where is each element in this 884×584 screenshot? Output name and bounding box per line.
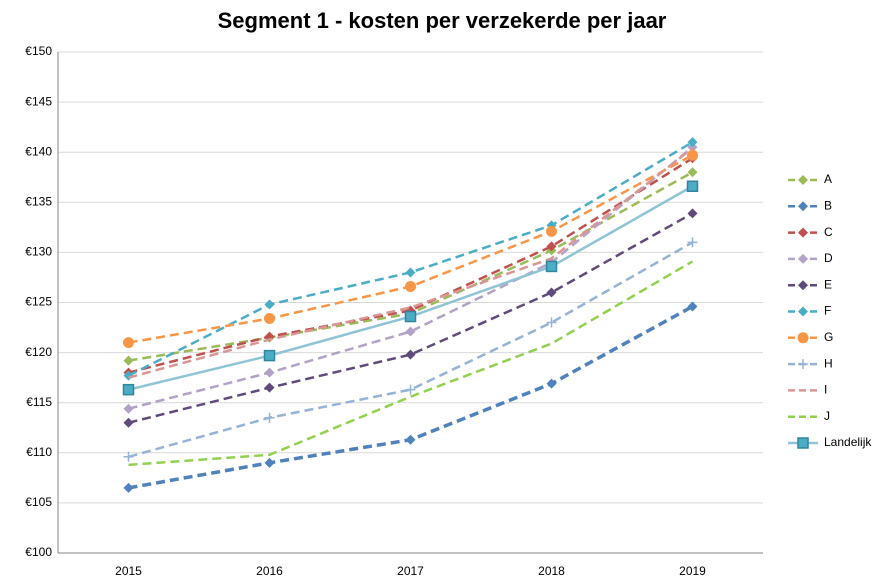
data-point: [409, 395, 413, 399]
data-point: [405, 384, 416, 395]
legend-label: H: [824, 356, 833, 370]
legend-marker: [798, 306, 808, 317]
legend-label: C: [824, 225, 833, 239]
y-tick-label: €135: [25, 194, 52, 208]
data-point: [405, 280, 416, 292]
data-point: [405, 326, 416, 337]
data-point: [546, 241, 557, 252]
data-point: [691, 146, 695, 150]
legend-marker: [797, 332, 809, 344]
x-tick-label: 2015: [115, 564, 142, 578]
data-point: [546, 317, 557, 328]
data-point: [264, 412, 275, 423]
data-point: [264, 382, 275, 393]
y-tick-label: €110: [26, 445, 52, 459]
y-tick-label: €115: [26, 395, 52, 409]
data-point: [122, 383, 135, 396]
data-point: [409, 306, 413, 310]
data-point: [686, 180, 699, 193]
y-tick-label: €125: [25, 295, 52, 309]
data-point: [264, 457, 275, 468]
chart-title: Segment 1 - kosten per verzekerde per ja…: [218, 8, 667, 33]
legend-marker: [798, 280, 808, 291]
data-point: [545, 260, 558, 273]
data-point: [405, 434, 416, 445]
legend-label: F: [824, 304, 831, 318]
data-point: [127, 463, 131, 467]
data-point: [123, 451, 134, 462]
data-point: [405, 267, 416, 278]
data-point: [404, 310, 417, 323]
series-line: [128, 212, 694, 424]
data-point: [123, 355, 134, 366]
data-point: [123, 337, 134, 349]
series-line: [128, 146, 694, 410]
x-tick-label: 2017: [397, 564, 424, 578]
data-point: [687, 301, 698, 312]
data-point: [691, 259, 695, 263]
data-point: [263, 349, 276, 362]
data-point: [687, 237, 698, 248]
legend-label: G: [824, 330, 833, 344]
data-point: [546, 287, 557, 298]
data-point: [687, 149, 698, 161]
data-point: [687, 208, 698, 219]
data-point: [123, 482, 134, 493]
legend-marker: [798, 359, 808, 370]
data-point: [123, 403, 134, 414]
legend-label: J: [824, 409, 830, 423]
y-tick-label: €140: [25, 144, 52, 158]
x-tick-label: 2019: [679, 564, 706, 578]
legend-marker: [798, 227, 808, 238]
y-tick-label: €130: [25, 245, 52, 259]
data-point: [127, 376, 131, 380]
data-point: [264, 367, 275, 378]
x-tick-label: 2018: [538, 564, 565, 578]
y-tick-label: €145: [25, 94, 52, 108]
data-point: [546, 225, 557, 237]
data-point: [550, 256, 554, 260]
series-line: [128, 157, 694, 374]
data-point: [123, 417, 134, 428]
legend-marker: [798, 253, 808, 264]
legend-marker: [798, 175, 808, 185]
y-tick-label: €100: [25, 545, 52, 559]
data-point: [264, 313, 275, 325]
y-tick-label: €105: [25, 495, 52, 509]
data-point: [268, 453, 272, 457]
data-point: [546, 378, 557, 389]
y-tick-label: €120: [25, 345, 52, 359]
data-point: [405, 349, 416, 360]
series-line: [127, 141, 694, 377]
x-tick-label: 2016: [256, 564, 283, 578]
legend-label: A: [824, 172, 832, 186]
legend-marker: [798, 201, 808, 212]
y-tick-label: €150: [25, 44, 52, 58]
series-line: [128, 147, 694, 379]
series-line: [128, 260, 694, 467]
data-point: [264, 299, 275, 310]
data-point: [268, 338, 272, 342]
legend-label: Landelijk: [824, 435, 872, 449]
data-point: [550, 342, 554, 346]
legend-label: B: [824, 198, 832, 212]
data-point: [687, 167, 698, 178]
legend-label: I: [824, 383, 827, 397]
data-point: [687, 137, 698, 148]
legend-label: E: [824, 277, 832, 291]
legend-marker: [797, 437, 809, 449]
legend-label: D: [824, 251, 833, 265]
